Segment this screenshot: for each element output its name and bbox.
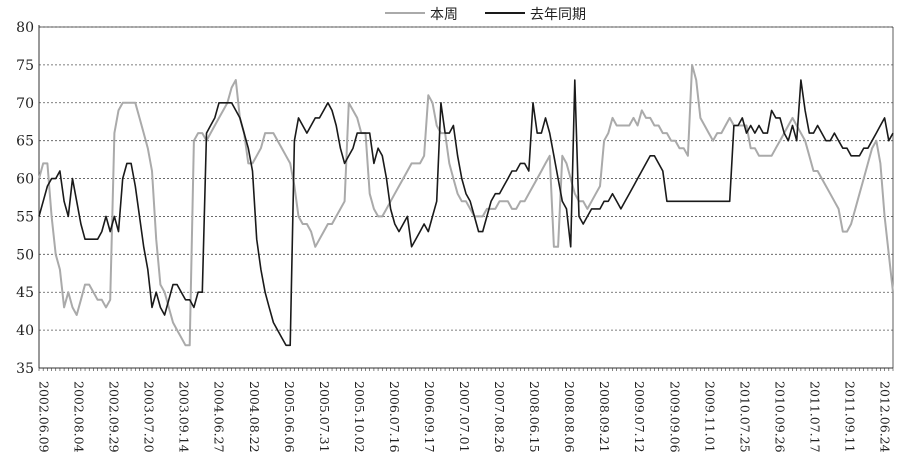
- legend-label: 本周: [430, 7, 458, 23]
- x-tick-label: 2008.06.15: [527, 381, 542, 453]
- x-tick-label: 2004.08.22: [247, 381, 262, 453]
- x-tick-label: 2011.07.17: [807, 381, 822, 453]
- x-tick-label: 2009.11.01: [702, 381, 717, 453]
- gridlines: [39, 26, 893, 331]
- y-tick-label: 55: [16, 209, 34, 225]
- x-tick-label: 2005.07.31: [317, 381, 332, 453]
- x-tick-label: 2006.09.17: [422, 381, 437, 453]
- y-tick-label: 65: [16, 134, 34, 150]
- x-tick-label: 2003.07.20: [142, 381, 157, 453]
- x-tick-label: 2009.09.06: [667, 381, 682, 453]
- y-tick-label: 40: [16, 323, 34, 339]
- x-tick-label: 2010.09.26: [772, 381, 787, 453]
- series-line-last-year: [38, 79, 894, 347]
- series-line-this-week: [38, 63, 894, 347]
- x-tick-label: 2012.06.24: [878, 381, 893, 453]
- x-tick-labels: 2002.06.09 2002.08.04 2002.09.29 2003.07.20…: [37, 381, 893, 453]
- x-tick-label: 2005.10.02: [352, 381, 367, 453]
- y-tick-labels: 35 40 45 50 55 60 65 70 75 80: [16, 20, 34, 377]
- y-tick-label: 75: [16, 58, 34, 74]
- x-tick-label: 2005.06.06: [282, 381, 297, 453]
- y-tick-label: 60: [16, 172, 34, 188]
- x-tick-label: 2004.06.27: [212, 381, 227, 453]
- x-tick-label: 2002.06.09: [37, 381, 52, 453]
- series-lines: [38, 63, 894, 347]
- y-tick-label: 50: [16, 247, 34, 263]
- x-tick-label: 2009.07.12: [632, 381, 647, 453]
- y-tick-label: 35: [16, 361, 34, 377]
- axes: [38, 25, 894, 371]
- x-tick-label: 2006.07.16: [387, 381, 402, 453]
- x-tick-label: 2007.07.01: [457, 381, 472, 453]
- x-tick-label: 2007.08.26: [492, 381, 507, 453]
- y-tick-label: 45: [16, 285, 34, 301]
- x-tick-label: 2003.09.14: [177, 381, 192, 453]
- legend-label: 去年同期: [530, 7, 586, 23]
- x-tick-label: 2002.09.29: [107, 381, 122, 453]
- x-tick-label: 2002.08.04: [72, 381, 87, 453]
- legend: 本周 去年同期: [385, 7, 586, 23]
- y-tick-label: 70: [16, 96, 34, 112]
- x-tick-label: 2011.09.11: [842, 381, 857, 453]
- x-tick-label: 2010.07.25: [737, 381, 752, 453]
- y-tick-label: 80: [16, 20, 34, 36]
- x-tick-label: 2008.08.06: [562, 381, 577, 453]
- x-tick-label: 2008.09.21: [597, 381, 612, 453]
